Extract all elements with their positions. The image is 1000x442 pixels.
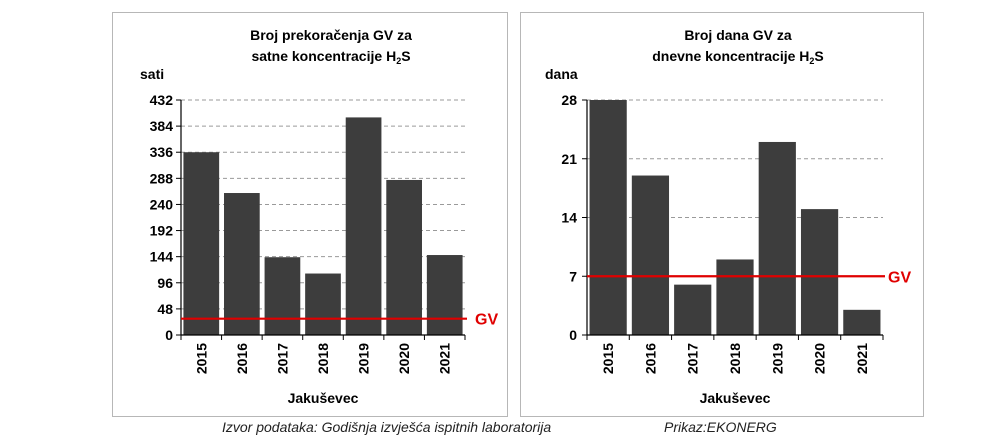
x-tick-label: 2017: [274, 343, 290, 374]
chart-title-line: dnevne koncentracije H2S: [652, 48, 824, 66]
bar-2015: [183, 152, 220, 335]
x-tick-label: 2017: [685, 343, 701, 374]
x-tick-label: 2016: [234, 343, 250, 374]
x-tick-label: 2021: [854, 343, 870, 374]
x-tick-label: 2019: [769, 343, 785, 374]
chart-title-line: satne koncentracije H2S: [251, 48, 410, 66]
y-tick-label: 0: [165, 327, 173, 343]
x-axis-label: Jakuševec: [700, 390, 771, 406]
x-tick-label: 2020: [812, 343, 828, 374]
y-tick-label: 0: [569, 327, 577, 343]
y-tick-label: 432: [150, 92, 174, 108]
chart-panel-hourly: Broj prekoračenja GV za satne koncentraci…: [112, 12, 508, 417]
chart-title-chem-sub: 2: [809, 56, 814, 66]
y-tick-label: 14: [561, 210, 577, 226]
bar-2018: [716, 259, 754, 335]
bar-2020: [386, 179, 422, 335]
bar-2016: [631, 175, 670, 335]
x-tick-label: 2019: [356, 343, 372, 374]
y-tick-label: 288: [150, 170, 174, 186]
chart-title-text: satne koncentracije: [251, 48, 382, 64]
x-tick-label: 2020: [396, 343, 412, 374]
y-axis-label: sati: [140, 66, 164, 82]
chart-title-chem: H: [386, 48, 396, 64]
y-tick-label: 96: [157, 275, 173, 291]
bar-2017: [264, 257, 301, 335]
chart-title-text: dnevne koncentracije: [652, 48, 795, 64]
chart-title-chem-tail: S: [401, 48, 410, 64]
x-tick-label: 2015: [193, 343, 209, 374]
bar-2019: [758, 141, 796, 335]
chart-title-text: Broj prekoračenja GV za: [250, 27, 412, 43]
y-tick-label: 192: [150, 223, 174, 239]
chart-title-chem-sub: 2: [396, 56, 401, 66]
y-tick-label: 144: [150, 249, 174, 265]
x-tick-label: 2016: [642, 343, 658, 374]
bar-2017: [674, 284, 712, 335]
y-tick-label: 384: [150, 118, 174, 134]
chart-title-line: Broj prekoračenja GV za: [250, 27, 412, 43]
bar-2020: [800, 209, 839, 335]
chart-panel-daily: Broj dana GV za dnevne koncentracije H2S d…: [520, 12, 924, 417]
bar-2018: [305, 273, 341, 335]
limit-label-gv: GV: [888, 269, 911, 286]
y-tick-label: 48: [157, 301, 173, 317]
y-tick-label: 28: [561, 92, 577, 108]
credit-caption: Prikaz:EKONERG: [664, 419, 777, 435]
x-axis-label: Jakuševec: [288, 390, 359, 406]
bar-2019: [345, 117, 382, 335]
y-tick-label: 240: [150, 196, 174, 212]
bar-2016: [224, 193, 260, 335]
chart-hourly-exceedances: Broj prekoračenja GV za satne koncentraci…: [140, 27, 498, 406]
limit-label-gv: GV: [475, 312, 498, 329]
y-axis-label: dana: [545, 66, 578, 82]
bar-2015: [589, 100, 627, 335]
y-tick-label: 21: [561, 151, 577, 167]
chart-title-line: Broj dana GV za: [684, 27, 792, 43]
source-caption: Izvor podataka: Godišnja izvješća ispitn…: [222, 419, 552, 435]
chart-title-chem: H: [799, 48, 809, 64]
y-tick-label: 336: [150, 144, 174, 160]
x-tick-label: 2021: [437, 343, 453, 374]
bar-2021: [843, 309, 881, 335]
x-tick-label: 2015: [600, 343, 616, 374]
chart-title-text: Broj dana GV za: [684, 27, 792, 43]
chart-title-chem-tail: S: [814, 48, 823, 64]
x-tick-label: 2018: [315, 343, 331, 374]
y-tick-label: 7: [569, 268, 577, 284]
bar-2021: [426, 255, 463, 335]
x-tick-label: 2018: [727, 343, 743, 374]
